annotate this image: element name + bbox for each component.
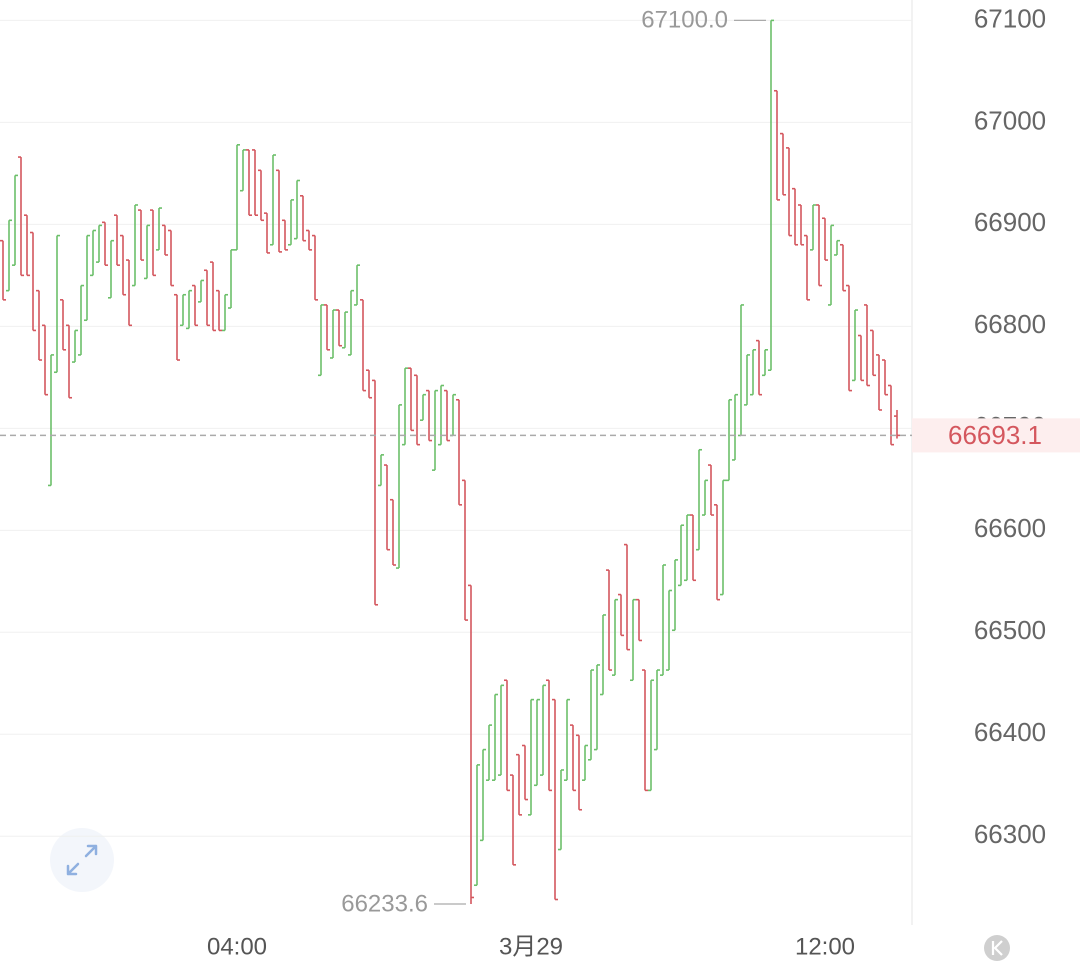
y-tick-label: 67000	[974, 105, 1046, 135]
annotation-label: 67100.0	[641, 7, 728, 34]
x-tick-label: 12:00	[795, 933, 855, 960]
last-price-box	[912, 418, 1080, 453]
x-tick-label: 3月29	[499, 933, 563, 960]
y-tick-label: 66500	[974, 615, 1046, 645]
annotation-label: 66233.6	[341, 890, 428, 917]
k-icon	[991, 940, 1003, 956]
expand-bg	[50, 828, 114, 892]
k-bg	[984, 935, 1010, 961]
k-button[interactable]	[984, 935, 1010, 961]
y-tick-label: 66400	[974, 717, 1046, 747]
y-tick-label: 66300	[974, 819, 1046, 849]
y-tick-label: 66900	[974, 207, 1046, 237]
last-price-label: 66693.1	[948, 420, 1042, 450]
x-tick-label: 04:00	[207, 933, 267, 960]
y-tick-label: 67100	[974, 3, 1046, 33]
expand-button[interactable]	[50, 828, 114, 892]
expand-icon	[66, 844, 98, 876]
y-tick-label: 66800	[974, 309, 1046, 339]
y-tick-label: 66600	[974, 513, 1046, 543]
